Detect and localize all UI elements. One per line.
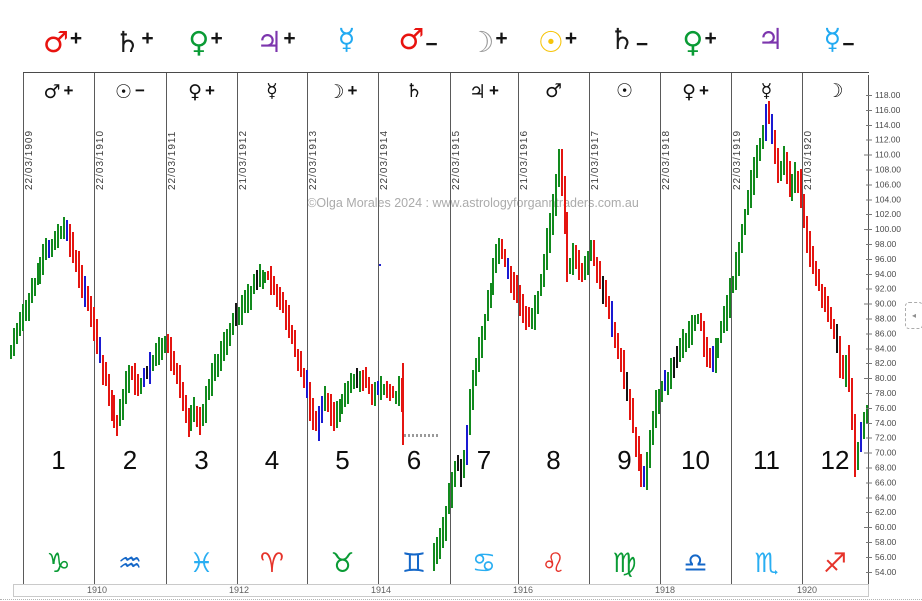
top-planet-mars: ♂− bbox=[383, 18, 453, 60]
closure-drop-bar bbox=[402, 363, 404, 445]
svg-text:64.00: 64.00 bbox=[875, 492, 897, 502]
year-label: 1916 bbox=[513, 585, 534, 595]
top-planet-mercury: ☿− bbox=[804, 18, 874, 60]
sign-plus: + bbox=[283, 27, 296, 50]
svg-text:118.00: 118.00 bbox=[875, 90, 901, 100]
svg-text:72.00: 72.00 bbox=[875, 433, 897, 443]
mars-icon: ♂ bbox=[398, 22, 425, 56]
sign-plus: + bbox=[141, 27, 154, 50]
svg-text:104.00: 104.00 bbox=[875, 194, 901, 204]
stray-mark bbox=[379, 264, 381, 266]
svg-text:96.00: 96.00 bbox=[875, 254, 897, 264]
top-planet-sun: ☉+ bbox=[523, 18, 593, 60]
top-planet-mars: ♂+ bbox=[28, 18, 98, 60]
top-planet-jupiter: ♃ bbox=[736, 18, 806, 60]
top-planet-jupiter: ♃+ bbox=[241, 18, 311, 60]
sign-minus: − bbox=[425, 33, 438, 56]
svg-text:86.00: 86.00 bbox=[875, 328, 897, 338]
year-label: 1918 bbox=[655, 585, 676, 595]
svg-text:114.00: 114.00 bbox=[875, 120, 901, 130]
svg-text:60.00: 60.00 bbox=[875, 522, 897, 532]
left-arrow-icon: ◂ bbox=[911, 311, 916, 320]
time-axis[interactable] bbox=[13, 584, 869, 597]
market-closure-annotation bbox=[404, 434, 438, 437]
svg-text:76.00: 76.00 bbox=[875, 403, 897, 413]
svg-text:94.00: 94.00 bbox=[875, 269, 897, 279]
mercury-icon: ☿ bbox=[823, 22, 842, 56]
year-label: 1920 bbox=[797, 585, 818, 595]
jupiter-icon: ♃ bbox=[256, 25, 283, 59]
saturn-icon: ♄ bbox=[114, 25, 141, 59]
svg-text:66.00: 66.00 bbox=[875, 477, 897, 487]
svg-text:84.00: 84.00 bbox=[875, 343, 897, 353]
svg-text:116.00: 116.00 bbox=[875, 105, 901, 115]
svg-text:102.00: 102.00 bbox=[875, 209, 901, 219]
year-label: 1910 bbox=[87, 585, 108, 595]
svg-text:106.00: 106.00 bbox=[875, 179, 901, 189]
saturn-icon: ♄ bbox=[608, 22, 635, 56]
svg-text:56.00: 56.00 bbox=[875, 552, 897, 562]
year-label: 1912 bbox=[229, 585, 250, 595]
price-axis[interactable]: 54.00 56.00 58.00 60.00 62.00 64.00 66.00 68.00… bbox=[864, 75, 901, 590]
svg-text:110.00: 110.00 bbox=[875, 150, 901, 160]
sign-plus: + bbox=[69, 27, 83, 50]
svg-text:88.00: 88.00 bbox=[875, 314, 897, 324]
top-planet-saturn: ♄− bbox=[594, 18, 664, 60]
panel-collapse-button[interactable]: ◂ bbox=[905, 302, 922, 329]
year-label: 1914 bbox=[371, 585, 392, 595]
svg-text:98.00: 98.00 bbox=[875, 239, 897, 249]
svg-text:74.00: 74.00 bbox=[875, 418, 897, 428]
mercury-icon: ☿ bbox=[337, 22, 356, 56]
top-planet-moon: ☽+ bbox=[453, 18, 523, 60]
venus-icon: ♀ bbox=[682, 25, 704, 59]
svg-text:112.00: 112.00 bbox=[875, 135, 901, 145]
svg-text:90.00: 90.00 bbox=[875, 299, 897, 309]
moon-icon: ☽ bbox=[468, 25, 495, 59]
top-planet-saturn: ♄+ bbox=[99, 18, 169, 60]
sign-plus: + bbox=[495, 27, 508, 50]
sign-plus: + bbox=[210, 27, 223, 50]
svg-text:58.00: 58.00 bbox=[875, 537, 897, 547]
sign-minus: − bbox=[842, 33, 855, 56]
svg-text:62.00: 62.00 bbox=[875, 507, 897, 517]
svg-text:68.00: 68.00 bbox=[875, 463, 897, 473]
bottom-divider bbox=[0, 599, 922, 600]
svg-text:54.00: 54.00 bbox=[875, 567, 897, 577]
svg-text:108.00: 108.00 bbox=[875, 165, 901, 175]
top-planet-venus: ♀+ bbox=[171, 18, 241, 60]
venus-icon: ♀ bbox=[188, 25, 210, 59]
mars-icon: ♂ bbox=[42, 25, 69, 59]
candlestick-series bbox=[10, 101, 868, 571]
top-planet-mercury: ☿ bbox=[312, 18, 382, 60]
svg-text:78.00: 78.00 bbox=[875, 388, 897, 398]
svg-text:100.00: 100.00 bbox=[875, 224, 901, 234]
svg-text:82.00: 82.00 bbox=[875, 358, 897, 368]
svg-text:70.00: 70.00 bbox=[875, 448, 897, 458]
sun-icon: ☉ bbox=[537, 25, 564, 59]
jupiter-icon: ♃ bbox=[757, 22, 784, 56]
svg-text:80.00: 80.00 bbox=[875, 373, 897, 383]
svg-text:92.00: 92.00 bbox=[875, 284, 897, 294]
sign-plus: + bbox=[704, 27, 717, 50]
sign-plus: + bbox=[564, 27, 578, 50]
sign-minus: − bbox=[635, 33, 649, 56]
top-planet-venus: ♀+ bbox=[665, 18, 735, 60]
